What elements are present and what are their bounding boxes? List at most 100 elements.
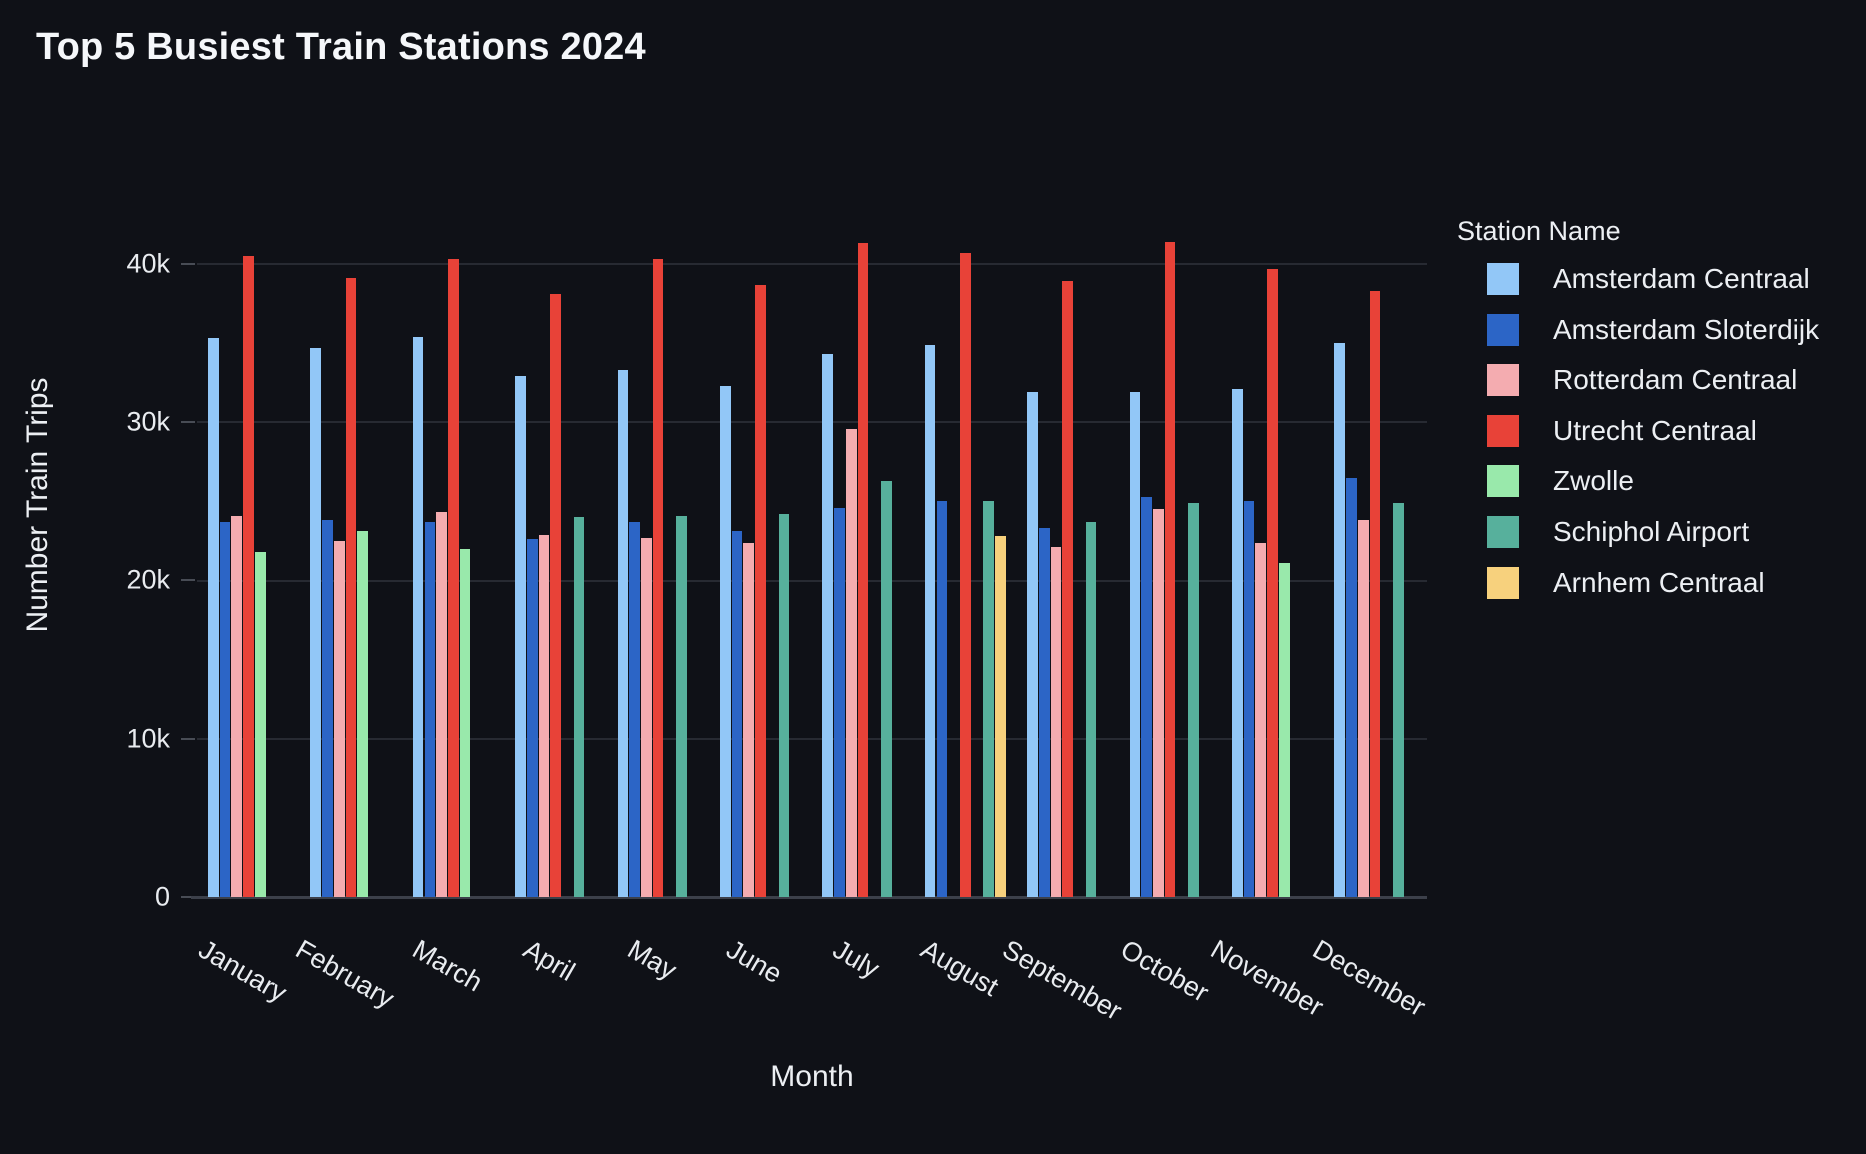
- bar[interactable]: [1334, 343, 1346, 897]
- x-tick-label: December: [1308, 934, 1431, 1023]
- bar[interactable]: [880, 480, 892, 897]
- bar[interactable]: [617, 370, 629, 897]
- gridline: [197, 737, 1427, 740]
- bar[interactable]: [243, 256, 254, 897]
- y-tick-label: 10k: [126, 723, 170, 754]
- chart-title: Top 5 Busiest Train Stations 2024: [36, 26, 646, 68]
- bar[interactable]: [436, 512, 447, 897]
- bar[interactable]: [254, 552, 266, 897]
- legend-item[interactable]: Amsterdam Sloterdijk: [1487, 313, 1819, 347]
- legend-item[interactable]: Arnhem Centraal: [1487, 566, 1765, 600]
- legend-swatch: [1487, 364, 1519, 397]
- legend-item[interactable]: Amsterdam Centraal: [1487, 262, 1810, 296]
- bar[interactable]: [1357, 520, 1369, 897]
- y-tick-mark: [181, 579, 195, 582]
- bar[interactable]: [1141, 496, 1152, 897]
- legend-item[interactable]: Rotterdam Centraal: [1487, 363, 1797, 397]
- bar[interactable]: [629, 521, 640, 897]
- bar[interactable]: [538, 534, 550, 897]
- bar[interactable]: [641, 537, 652, 897]
- bar[interactable]: [1278, 563, 1290, 897]
- bar[interactable]: [743, 542, 755, 897]
- legend-item[interactable]: Schiphol Airport: [1487, 515, 1749, 549]
- bar[interactable]: [755, 284, 766, 897]
- bar[interactable]: [424, 521, 436, 897]
- bar[interactable]: [333, 540, 345, 897]
- bar[interactable]: [412, 336, 424, 897]
- bar[interactable]: [845, 428, 857, 897]
- bar[interactable]: [322, 520, 333, 897]
- y-tick-mark: [181, 896, 195, 898]
- legend-swatch: [1487, 313, 1519, 346]
- bar[interactable]: [720, 385, 731, 897]
- bar[interactable]: [447, 259, 459, 897]
- bar[interactable]: [822, 354, 834, 897]
- bar[interactable]: [357, 531, 368, 897]
- bar[interactable]: [219, 521, 231, 897]
- bar[interactable]: [676, 515, 687, 897]
- bar[interactable]: [983, 501, 995, 897]
- bar[interactable]: [857, 243, 869, 897]
- bar[interactable]: [1188, 502, 1199, 897]
- bar[interactable]: [1392, 502, 1404, 897]
- legend-item[interactable]: Zwolle: [1487, 464, 1634, 498]
- bar[interactable]: [459, 548, 471, 897]
- bar[interactable]: [231, 515, 243, 897]
- bar[interactable]: [1085, 521, 1097, 897]
- y-axis-title: Number Train Trips: [21, 377, 54, 633]
- y-tick-label: 20k: [126, 564, 170, 595]
- x-tick-label: March: [407, 934, 488, 998]
- legend-label: Utrecht Centraal: [1553, 414, 1757, 446]
- legend-swatch: [1487, 414, 1519, 447]
- bar[interactable]: [1232, 389, 1243, 897]
- bar[interactable]: [1027, 392, 1038, 897]
- gridline: [197, 262, 1427, 265]
- bar[interactable]: [1129, 392, 1141, 897]
- bar[interactable]: [778, 514, 790, 897]
- bar[interactable]: [1369, 290, 1381, 897]
- gridline: [197, 421, 1427, 424]
- bar[interactable]: [924, 344, 936, 897]
- bar[interactable]: [1255, 542, 1267, 897]
- bar[interactable]: [345, 278, 357, 897]
- x-tick-label: October: [1115, 934, 1214, 1009]
- legend-item[interactable]: Utrecht Centraal: [1487, 414, 1757, 448]
- bar[interactable]: [573, 517, 585, 897]
- bar[interactable]: [936, 501, 948, 897]
- bar[interactable]: [1267, 268, 1278, 897]
- bar[interactable]: [550, 294, 562, 897]
- bar[interactable]: [1050, 547, 1062, 897]
- bar[interactable]: [995, 536, 1006, 897]
- bar[interactable]: [515, 376, 526, 897]
- legend: Station Name Amsterdam Centraal Amsterdam…: [1457, 216, 1819, 599]
- legend-label: Amsterdam Centraal: [1553, 263, 1810, 294]
- x-tick-label: April: [518, 934, 581, 987]
- legend-label: Schiphol Airport: [1553, 516, 1750, 547]
- x-tick-label: May: [622, 934, 682, 986]
- legend-swatch: [1487, 516, 1519, 548]
- legend-swatch: [1487, 263, 1519, 295]
- bar[interactable]: [1062, 281, 1074, 897]
- y-tick-mark: [181, 421, 195, 424]
- bar[interactable]: [1164, 241, 1176, 897]
- bar[interactable]: [1346, 477, 1357, 897]
- bar[interactable]: [731, 531, 743, 897]
- x-tick-label: February: [291, 934, 400, 1015]
- bar[interactable]: [310, 347, 322, 897]
- y-tick-label: 30k: [126, 406, 170, 437]
- bar[interactable]: [1153, 509, 1164, 897]
- bar[interactable]: [1243, 501, 1255, 897]
- y-tick-label: 40k: [126, 248, 170, 279]
- x-tick-label: July: [828, 934, 885, 984]
- plot-area: [191, 207, 1427, 899]
- bar[interactable]: [526, 539, 538, 897]
- bar[interactable]: [834, 507, 845, 897]
- legend-label: Arnhem Centraal: [1553, 566, 1765, 598]
- bar[interactable]: [652, 259, 664, 897]
- bar[interactable]: [208, 338, 219, 897]
- gridline: [197, 579, 1427, 582]
- x-tick-label: September: [997, 934, 1128, 1027]
- bar[interactable]: [1038, 528, 1050, 897]
- bar[interactable]: [959, 252, 971, 897]
